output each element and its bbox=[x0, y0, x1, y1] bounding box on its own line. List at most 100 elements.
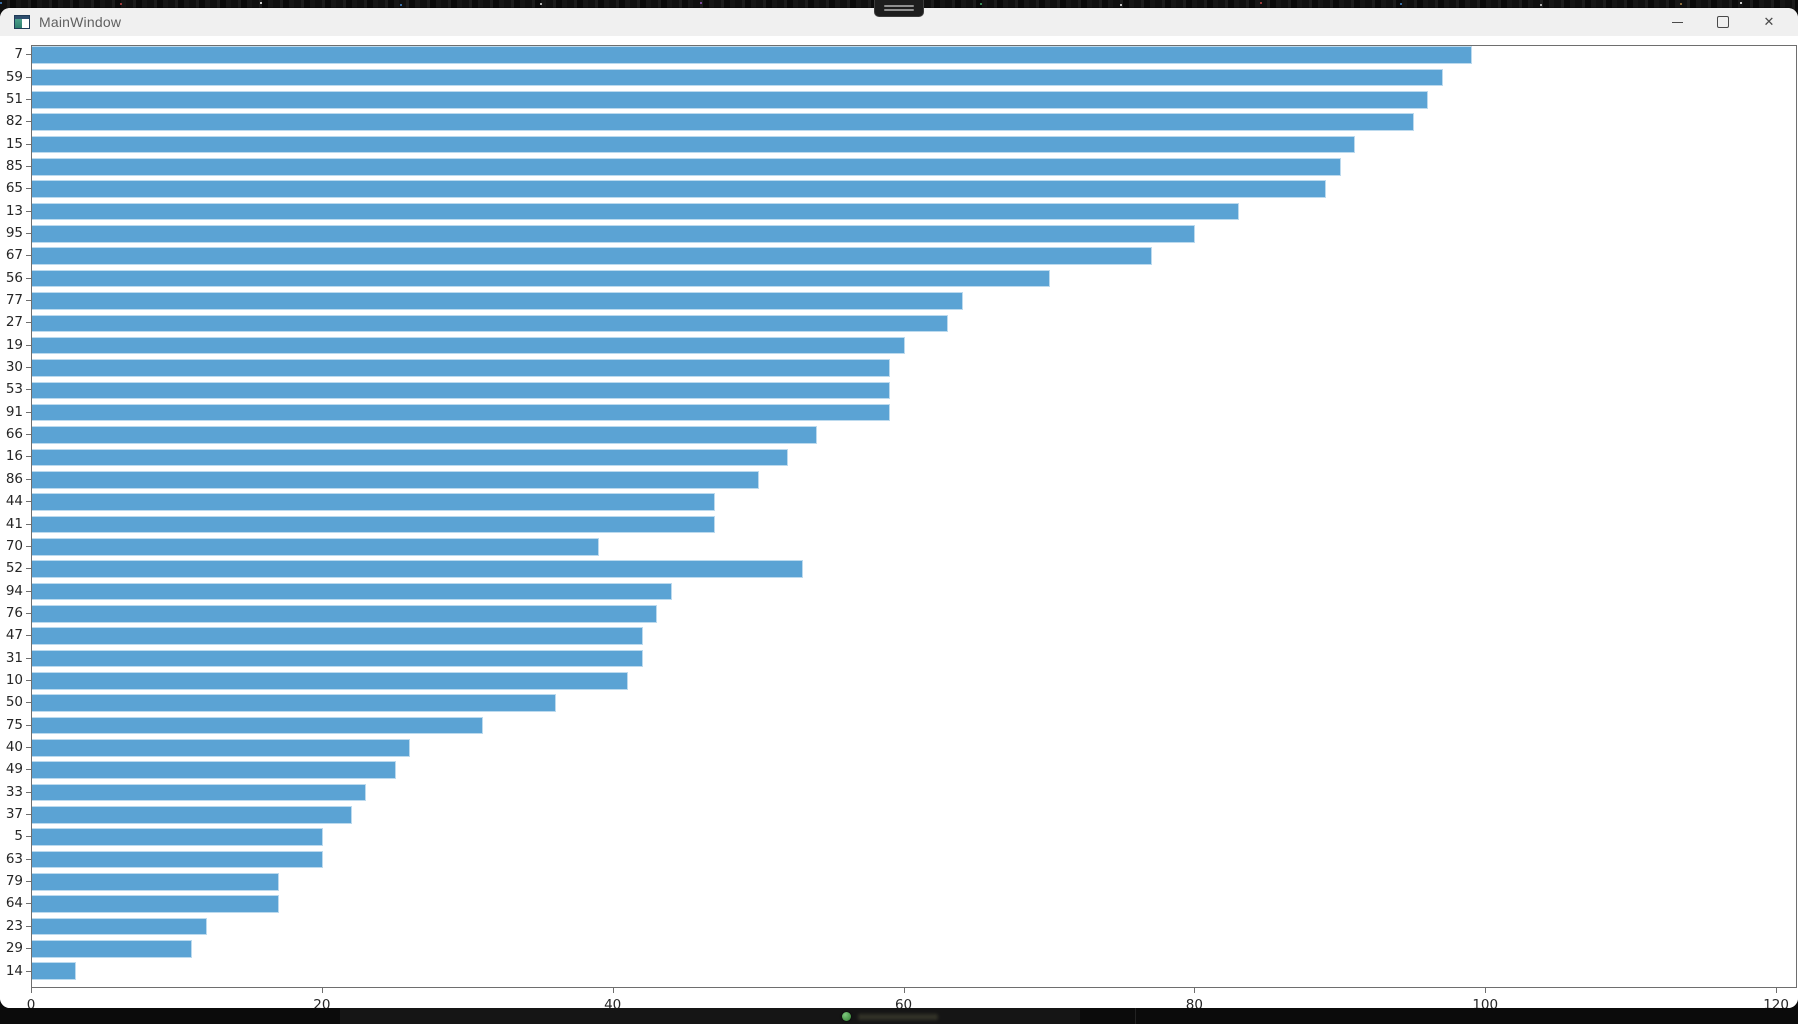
y-tick-label: 56 bbox=[5, 269, 23, 286]
y-tick-label: 51 bbox=[5, 90, 23, 107]
y-tick bbox=[26, 54, 31, 56]
bar bbox=[32, 560, 803, 578]
y-tick-label: 7 bbox=[14, 46, 23, 63]
bar-row bbox=[32, 536, 1796, 558]
x-tick-label: 20 bbox=[313, 997, 331, 1008]
bar-row bbox=[32, 245, 1796, 267]
bar-row bbox=[32, 133, 1796, 155]
bar-row bbox=[32, 379, 1796, 401]
bar-row bbox=[32, 66, 1796, 88]
maximize-button[interactable] bbox=[1700, 8, 1746, 36]
bar bbox=[32, 582, 672, 601]
bar-row bbox=[32, 915, 1796, 937]
y-tick-label: 95 bbox=[5, 224, 23, 241]
bar-row bbox=[32, 469, 1796, 491]
y-tick bbox=[26, 724, 31, 726]
bar bbox=[32, 359, 890, 377]
y-tick bbox=[26, 322, 31, 324]
y-tick bbox=[26, 747, 31, 749]
y-tick-label: 50 bbox=[5, 694, 23, 711]
x-tick bbox=[1776, 988, 1778, 993]
y-tick-label: 27 bbox=[5, 314, 23, 331]
y-tick bbox=[26, 836, 31, 838]
bar-row bbox=[32, 670, 1796, 692]
bar-row bbox=[32, 647, 1796, 669]
minimize-button[interactable] bbox=[1654, 8, 1700, 36]
y-tick-label: 15 bbox=[5, 135, 23, 152]
y-tick-label: 52 bbox=[5, 560, 23, 577]
bar-row bbox=[32, 871, 1796, 893]
bar-row bbox=[32, 178, 1796, 200]
y-tick bbox=[26, 232, 31, 234]
y-tick-label: 94 bbox=[5, 582, 23, 599]
bar-row bbox=[32, 580, 1796, 602]
bar-row bbox=[32, 446, 1796, 468]
bar bbox=[32, 649, 643, 668]
bar-row bbox=[32, 200, 1796, 222]
x-tick-label: 100 bbox=[1472, 997, 1499, 1008]
bar bbox=[32, 448, 789, 467]
bar bbox=[32, 694, 556, 712]
bar bbox=[32, 739, 411, 757]
y-tick bbox=[26, 925, 31, 927]
chart-canvas: 7 59 51 82 15 85 65 13 95 67 56 77 27 19 30 53 91 66 16 86 4… bbox=[0, 36, 1798, 1008]
bar-row bbox=[32, 223, 1796, 245]
x-tick-label: 80 bbox=[1185, 997, 1203, 1008]
y-tick-label: 16 bbox=[5, 448, 23, 465]
bar bbox=[32, 828, 323, 846]
bar-row bbox=[32, 893, 1796, 915]
y-tick-label: 29 bbox=[5, 940, 23, 957]
window-controls: ✕ bbox=[1654, 8, 1792, 36]
app-window-icon bbox=[14, 15, 30, 29]
bar-row bbox=[32, 938, 1796, 960]
y-tick bbox=[26, 948, 31, 950]
bar-row bbox=[32, 692, 1796, 714]
close-button[interactable]: ✕ bbox=[1746, 8, 1792, 36]
y-tick bbox=[26, 389, 31, 391]
bar bbox=[32, 292, 963, 310]
bar bbox=[32, 247, 1152, 266]
taskbar-separator bbox=[1135, 1008, 1136, 1024]
bar bbox=[32, 627, 643, 645]
y-tick bbox=[26, 858, 31, 860]
bar bbox=[32, 783, 367, 802]
y-tick bbox=[26, 434, 31, 436]
y-tick bbox=[26, 456, 31, 458]
y-tick-label: 75 bbox=[5, 716, 23, 733]
bar bbox=[32, 716, 483, 735]
bar bbox=[32, 180, 1327, 199]
bar bbox=[32, 314, 949, 333]
grip-line bbox=[884, 5, 914, 7]
bar-row bbox=[32, 603, 1796, 625]
y-tick-label: 67 bbox=[5, 247, 23, 264]
green-status-dot[interactable] bbox=[842, 1012, 851, 1021]
main-window: MainWindow ✕ 7 59 51 82 15 85 65 13 95 67 56 77 27 19… bbox=[0, 8, 1798, 1008]
bar-row bbox=[32, 826, 1796, 848]
x-tick bbox=[321, 988, 323, 993]
y-tick bbox=[26, 121, 31, 123]
y-tick bbox=[26, 98, 31, 100]
bar bbox=[32, 761, 396, 779]
bar bbox=[32, 202, 1240, 221]
bar-row bbox=[32, 848, 1796, 870]
minimize-icon bbox=[1671, 21, 1683, 23]
x-tick-label: 60 bbox=[894, 997, 913, 1008]
y-tick-label: 77 bbox=[5, 292, 23, 309]
y-tick bbox=[26, 367, 31, 369]
y-tick-label: 23 bbox=[5, 917, 23, 934]
bar bbox=[32, 225, 1196, 243]
x-tick-label: 40 bbox=[604, 997, 622, 1008]
bar bbox=[32, 537, 600, 556]
x-tick bbox=[903, 988, 905, 993]
bar-row bbox=[32, 312, 1796, 334]
bar bbox=[32, 493, 716, 511]
taskbar-segment bbox=[340, 1008, 1080, 1024]
y-tick-label: 37 bbox=[5, 806, 23, 823]
y-tick-label: 86 bbox=[5, 470, 23, 487]
bar-row bbox=[32, 714, 1796, 736]
y-tick-label: 85 bbox=[5, 157, 23, 174]
y-tick bbox=[26, 903, 31, 905]
screen-share-handle[interactable] bbox=[874, 0, 924, 17]
y-tick bbox=[26, 411, 31, 413]
y-tick-label: 31 bbox=[5, 649, 23, 666]
